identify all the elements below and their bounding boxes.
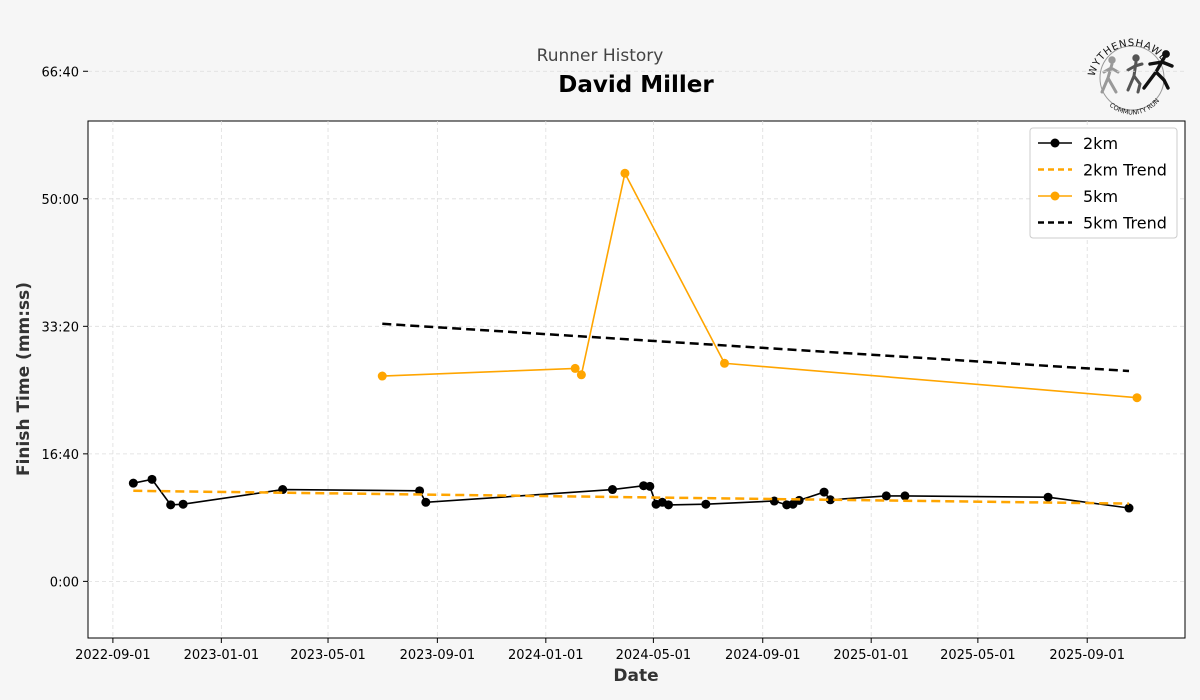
point-2km <box>128 478 138 488</box>
point-2km <box>819 487 829 497</box>
y-tick-label: 50:00 <box>42 193 79 208</box>
legend-label-2km-trend: 2km Trend <box>1083 161 1167 180</box>
x-tick-label: 2022-09-01 <box>75 648 151 663</box>
point-2km <box>900 491 910 501</box>
runner-light-icon <box>1100 56 1120 94</box>
trend-line-5km-trend <box>382 322 1130 373</box>
x-axis-label: Date <box>613 666 658 686</box>
x-tick-label: 2024-01-01 <box>508 648 584 663</box>
y-tick-label: 66:40 <box>42 65 79 80</box>
point-5km <box>720 358 730 368</box>
y-axis-label: Finish Time (mm:ss) <box>14 282 34 476</box>
point-2km <box>664 500 674 510</box>
legend-box <box>1029 127 1178 239</box>
x-tick-label: 2024-05-01 <box>616 648 692 663</box>
x-tick-label: 2025-01-01 <box>833 648 909 663</box>
x-tick-label: 2023-01-01 <box>184 648 260 663</box>
legend-label-2km: 2km <box>1083 134 1118 153</box>
y-tick-label: 16:40 <box>42 448 79 463</box>
x-tick-label: 2023-05-01 <box>290 648 366 663</box>
axis-layer: 2022-09-01 2023-01-01 2023-05-01 2023-09-01… <box>42 65 1125 663</box>
point-2km <box>1043 492 1053 502</box>
point-5km <box>576 370 586 380</box>
series-2km-trend <box>133 489 1130 505</box>
point-2km <box>881 491 891 501</box>
x-tick-label: 2023-09-01 <box>400 648 476 663</box>
y-tick-label: 33:20 <box>42 320 79 335</box>
trend-line-2km-trend <box>133 489 1130 505</box>
chart-subtitle: Runner History <box>536 46 664 66</box>
point-5km <box>1132 393 1142 403</box>
series-5km <box>377 168 1142 403</box>
legend-marker-5km <box>1050 191 1060 201</box>
point-2km <box>607 485 617 495</box>
runner-dark-icon <box>1142 50 1174 90</box>
grid-layer <box>88 70 1185 638</box>
series-layer <box>128 168 1142 513</box>
plot-area <box>87 120 1186 639</box>
point-5km <box>570 363 580 373</box>
point-5km <box>377 371 387 381</box>
point-2km <box>701 499 711 509</box>
point-2km <box>178 499 188 509</box>
series-5km-trend <box>382 322 1130 373</box>
runner-mid-icon <box>1126 54 1144 94</box>
legend-marker-2km <box>1050 138 1060 148</box>
point-2km <box>147 474 157 484</box>
x-tick-label: 2024-09-01 <box>725 648 801 663</box>
point-2km <box>1124 503 1134 513</box>
point-2km <box>415 486 425 496</box>
point-2km <box>645 481 655 491</box>
legend: 2km 2km Trend 5km 5km Trend <box>1029 127 1178 239</box>
point-2km <box>421 497 431 507</box>
legend-label-5km: 5km <box>1083 187 1118 206</box>
line-5km <box>382 170 1138 399</box>
y-tick-label: 0:00 <box>50 575 79 590</box>
legend-label-5km-trend: 5km Trend <box>1083 214 1167 233</box>
x-tick-label: 2025-09-01 <box>1049 648 1125 663</box>
chart-title: David Miller <box>558 72 714 98</box>
x-tick-label: 2025-05-01 <box>940 648 1016 663</box>
point-2km <box>166 500 176 510</box>
point-2km <box>825 495 835 505</box>
point-5km <box>620 168 630 178</box>
